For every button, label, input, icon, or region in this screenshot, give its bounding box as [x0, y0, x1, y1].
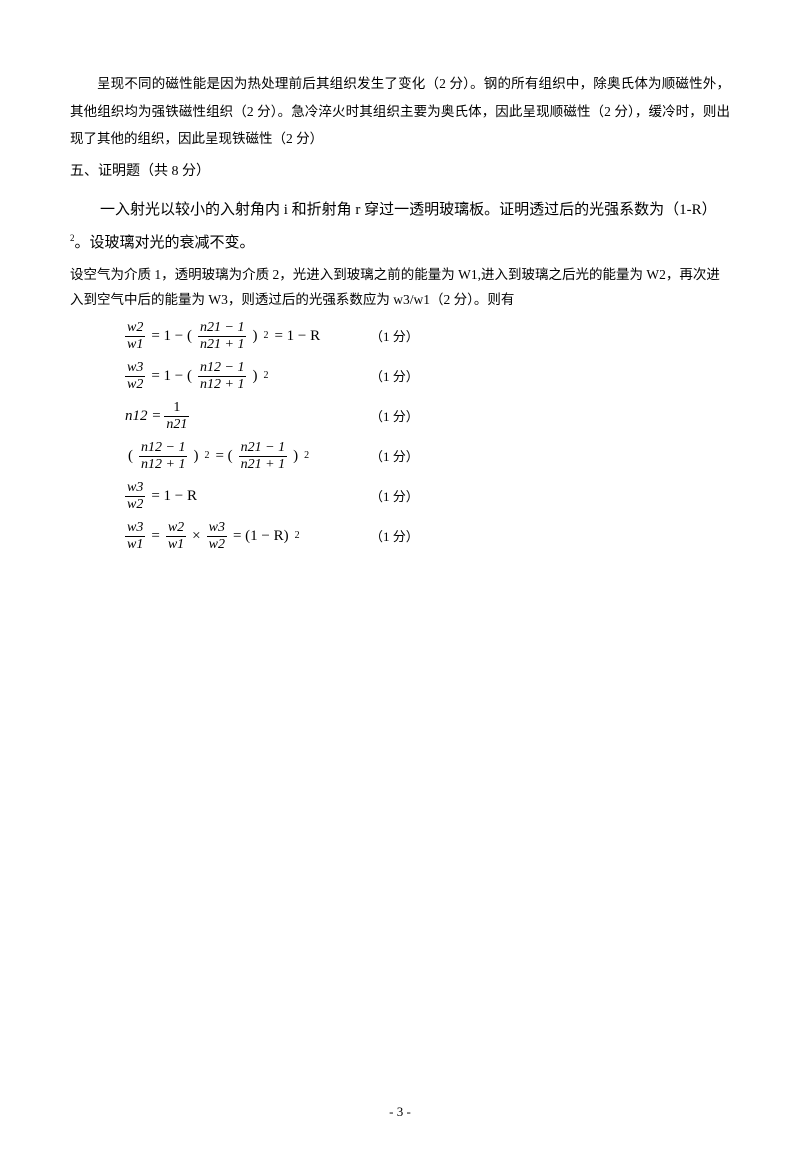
- score-4: （1 分）: [370, 450, 419, 463]
- paragraph-answer: 呈现不同的磁性能是因为热处理前后其组织发生了变化（2 分）。钢的所有组织中，除奥…: [70, 70, 730, 153]
- problem-statement: 一入射光以较小的入射角内 i 和折射角 r 穿过一透明玻璃板。证明透过后的光强系…: [70, 194, 730, 260]
- score-1: （1 分）: [370, 330, 419, 343]
- score-6: （1 分）: [370, 530, 419, 543]
- equation-1: w2w1 = 1 − ( n21 − 1n21 + 1 )2 = 1 − R （…: [125, 319, 730, 353]
- section-5-heading: 五、证明题（共 8 分）: [70, 157, 730, 188]
- score-3: （1 分）: [370, 410, 419, 423]
- problem-text-b: 。设玻璃对光的衰减不变。: [75, 235, 255, 251]
- page: 呈现不同的磁性能是因为热处理前后其组织发生了变化（2 分）。钢的所有组织中，除奥…: [0, 0, 800, 1154]
- page-number: - 3 -: [0, 1104, 800, 1120]
- equation-3: n12 = 1n21 （1 分）: [125, 399, 730, 433]
- equation-block: w2w1 = 1 − ( n21 − 1n21 + 1 )2 = 1 − R （…: [125, 319, 730, 553]
- equation-4: ( n12 − 1n12 + 1 )2 = ( n21 − 1n21 + 1 )…: [125, 439, 730, 473]
- score-2: （1 分）: [370, 370, 419, 383]
- equation-2: w3w2 = 1 − ( n12 − 1n12 + 1 )2 （1 分）: [125, 359, 730, 393]
- equation-5: w3w2 = 1 − R （1 分）: [125, 479, 730, 513]
- proof-setup: 设空气为介质 1，透明玻璃为介质 2，光进入到玻璃之前的能量为 W1,进入到玻璃…: [70, 262, 730, 313]
- equation-6: w3w1 = w2w1 × w3w2 = (1 − R)2 （1 分）: [125, 519, 730, 553]
- problem-text-a: 一入射光以较小的入射角内 i 和折射角 r 穿过一透明玻璃板。证明透过后的光强系…: [100, 202, 717, 218]
- score-5: （1 分）: [370, 490, 419, 503]
